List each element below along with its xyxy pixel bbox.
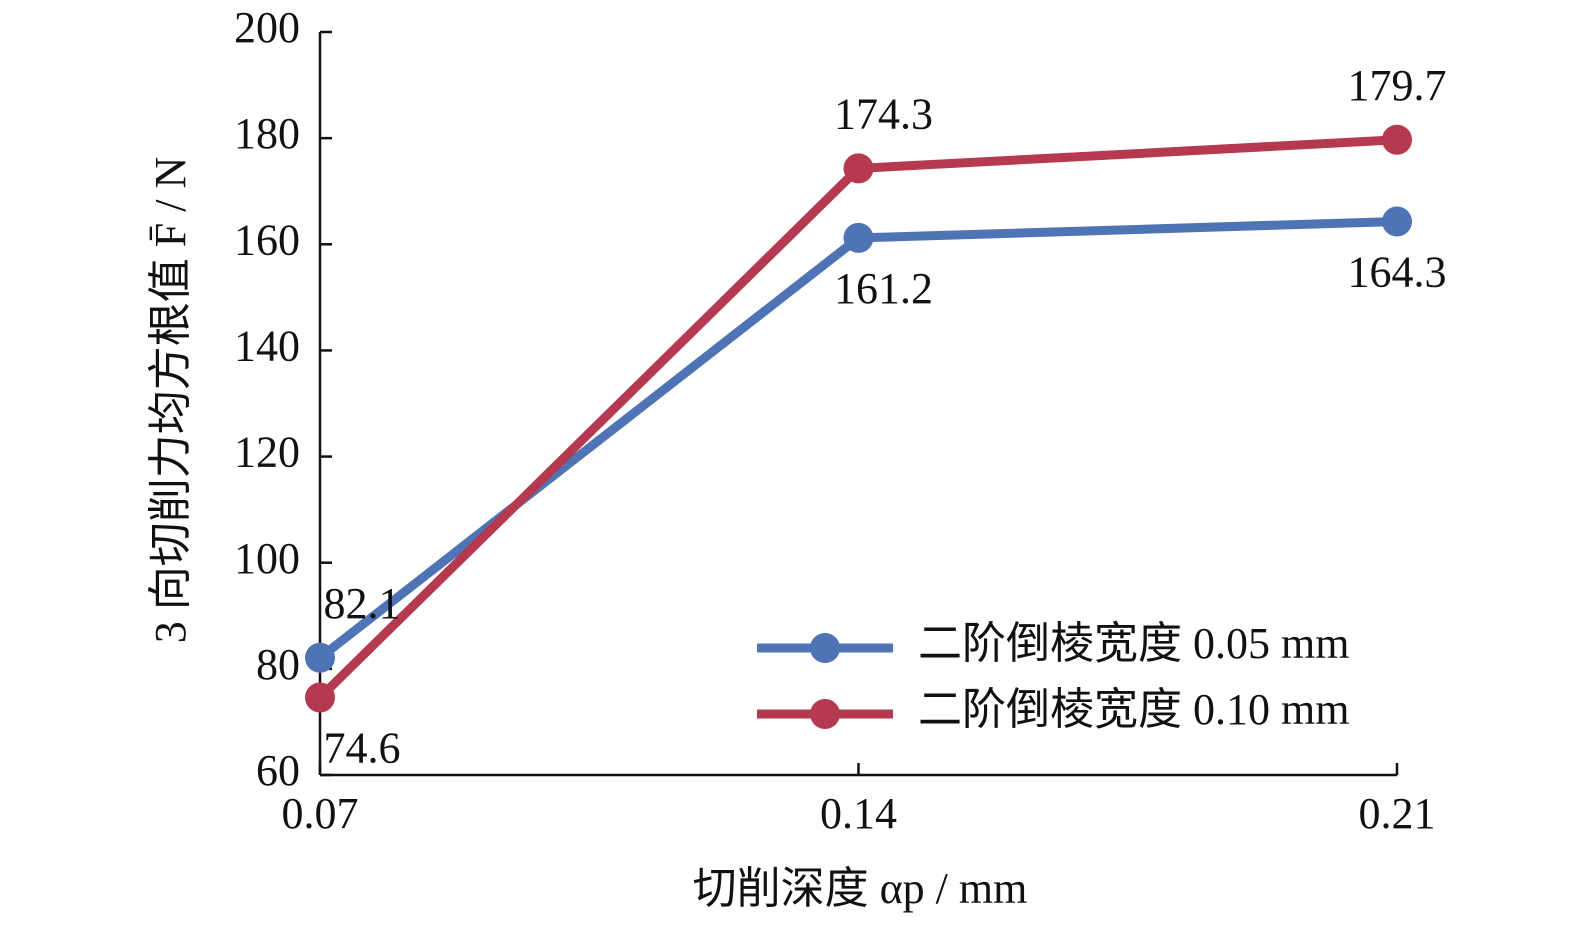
y-tick-label: 120: [234, 428, 300, 477]
data-point: [1382, 206, 1412, 237]
y-tick-label: 80: [256, 640, 300, 689]
x-tick-label: 0.21: [1359, 789, 1436, 838]
legend-marker: [810, 699, 840, 729]
y-tick-label: 180: [234, 109, 300, 158]
data-label: 161.2: [834, 264, 933, 313]
legend-marker: [810, 633, 840, 663]
x-tick-label: 0.14: [820, 789, 897, 838]
legend-label: 二阶倒棱宽度 0.10 mm: [918, 685, 1349, 734]
data-point: [843, 222, 874, 253]
y-tick-label: 160: [234, 215, 300, 264]
data-point: [843, 153, 874, 184]
data-label: 179.7: [1348, 61, 1447, 110]
x-tick-label: 0.07: [282, 789, 359, 838]
y-tick-label: 200: [234, 3, 300, 52]
legend-label: 二阶倒棱宽度 0.05 mm: [918, 619, 1349, 668]
y-tick-label: 60: [256, 746, 300, 795]
data-point: [1382, 124, 1412, 155]
y-tick-label: 100: [234, 534, 300, 583]
data-point: [305, 642, 335, 673]
data-label: 174.3: [834, 89, 933, 138]
y-axis-title: 3 向切削力均方根值 F̄ / N: [146, 157, 195, 643]
data-point: [305, 682, 335, 713]
data-label: 82.1: [324, 579, 401, 628]
x-axis-title: 切削深度 αp / mm: [693, 864, 1028, 913]
data-label: 164.3: [1348, 248, 1447, 297]
data-label: 74.6: [324, 724, 401, 773]
y-tick-label: 140: [234, 322, 300, 371]
